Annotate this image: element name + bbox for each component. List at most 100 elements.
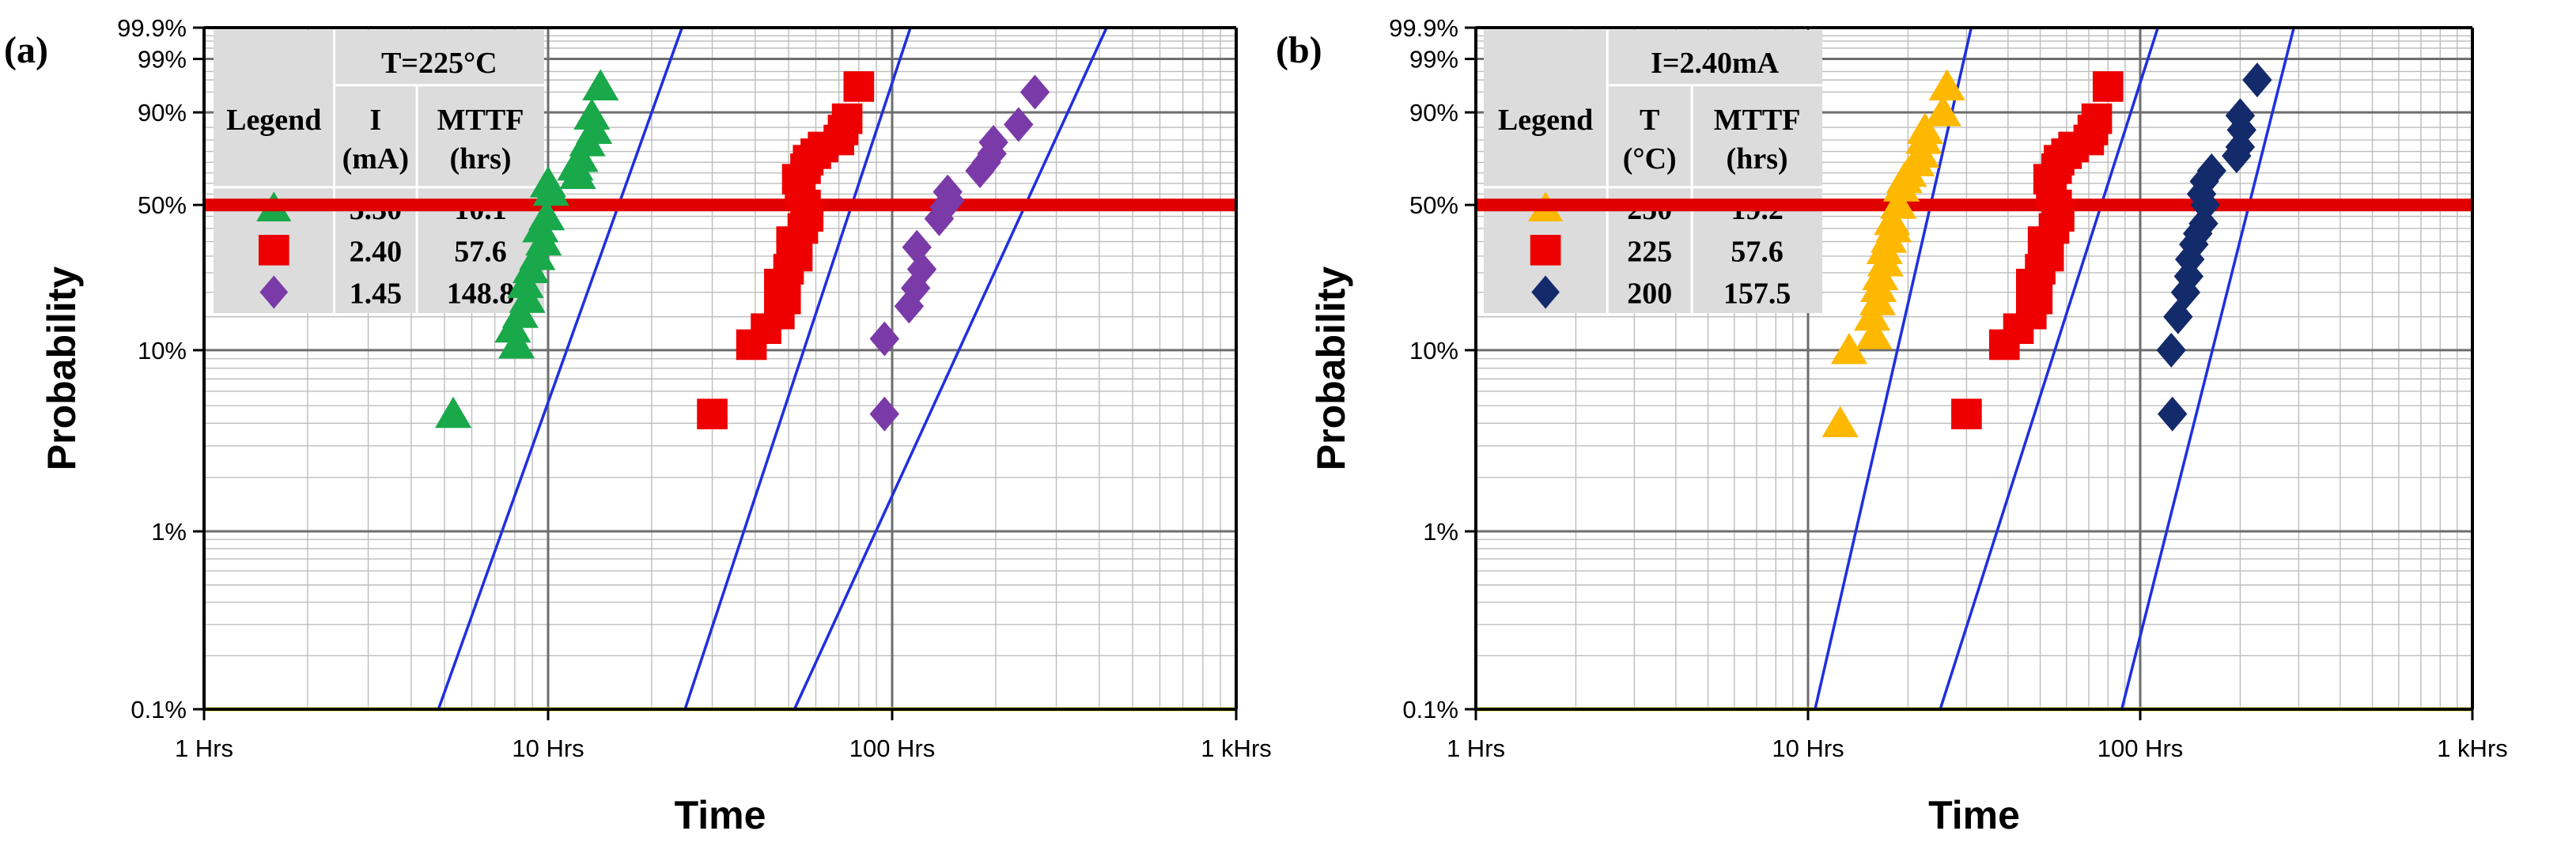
- series-square: [1951, 71, 2124, 429]
- data-point: [498, 327, 535, 359]
- data-point: [843, 71, 875, 102]
- data-point: [1830, 332, 1868, 364]
- x-tick-label: 1 kHrs: [2437, 735, 2508, 762]
- data-point: [2225, 129, 2256, 164]
- series-diamond: [869, 74, 1050, 432]
- legend-col2-unit: (hrs): [449, 142, 511, 176]
- fit-line-triangle: [1814, 27, 1973, 710]
- legend-col1-header: T: [1640, 104, 1659, 137]
- y-tick-label: 10%: [138, 337, 187, 364]
- series-triangle: [434, 69, 619, 429]
- y-axis-label: Probability: [1309, 266, 1353, 471]
- legend-mttf: 157.5: [1723, 277, 1791, 310]
- data-point: [932, 174, 963, 210]
- data-point: [2156, 332, 2186, 368]
- legend-table: I=2.40mALegendT(°C)MTTF(hrs)25019.222557…: [1484, 30, 1822, 313]
- x-tick-label: 1 kHrs: [1201, 735, 1272, 762]
- legend-marker-square: [1530, 235, 1561, 266]
- fit-line-diamond: [792, 27, 1108, 710]
- y-tick-label: 1%: [151, 518, 187, 546]
- x-tick-label: 10 Hrs: [1772, 735, 1844, 762]
- legend-mttf: 57.6: [454, 235, 507, 268]
- data-point: [562, 140, 599, 172]
- y-axis-label: Probability: [40, 266, 84, 471]
- legend-param: 225: [1627, 235, 1672, 268]
- fit-line-triangle: [437, 27, 683, 710]
- legend-col2-unit: (hrs): [1727, 142, 1788, 176]
- legend-marker-diamond: [1531, 275, 1560, 309]
- legend-param: 2.40: [350, 235, 403, 268]
- y-tick-label: 0.1%: [1402, 696, 1458, 723]
- legend-mttf: 148.8: [447, 277, 515, 310]
- y-tick-label: 99.9%: [1389, 14, 1458, 42]
- data-point: [2242, 62, 2272, 98]
- y-tick-label: 99.9%: [117, 14, 187, 42]
- y-tick-label: 99%: [1409, 46, 1458, 74]
- legend-col-legend: Legend: [1498, 104, 1593, 137]
- legend-title: I=2.40mA: [1651, 47, 1780, 80]
- panel-label: (a): [4, 29, 48, 71]
- data-point: [1855, 318, 1893, 349]
- legend-param: 1.45: [350, 277, 403, 310]
- data-point: [869, 396, 900, 432]
- legend-table: T=225°CLegendI(mA)MTTF(hrs)5.3010.12.405…: [214, 30, 544, 313]
- panel-b: I=2.40mALegendT(°C)MTTF(hrs)25019.222557…: [1276, 14, 2508, 837]
- data-point: [573, 98, 611, 130]
- panel-a: T=225°CLegendI(mA)MTTF(hrs)5.3010.12.405…: [4, 14, 1272, 837]
- x-tick-label: 10 Hrs: [512, 735, 584, 762]
- x-axis-label: Time: [1928, 793, 2020, 837]
- x-tick-label: 100 Hrs: [849, 735, 936, 762]
- x-tick-label: 1 Hrs: [1447, 735, 1505, 762]
- legend-col1-unit: (°C): [1623, 142, 1677, 176]
- panel-label: (b): [1276, 29, 1322, 71]
- data-point: [1874, 203, 1911, 236]
- data-point: [434, 396, 472, 429]
- y-tick-label: 50%: [138, 191, 187, 219]
- legend-marker-square: [258, 235, 289, 266]
- data-point: [1924, 95, 1961, 127]
- series-square: [697, 71, 875, 429]
- data-point: [1928, 69, 1965, 101]
- legend-col1-header: I: [369, 104, 381, 137]
- data-point: [978, 125, 1008, 161]
- data-point: [2225, 98, 2256, 134]
- y-tick-label: 1%: [1423, 518, 1458, 546]
- data-point: [529, 165, 567, 198]
- y-tick-label: 0.1%: [131, 696, 187, 723]
- legend-param: 200: [1627, 277, 1672, 310]
- x-tick-label: 100 Hrs: [2097, 735, 2184, 762]
- data-point: [1821, 406, 1859, 437]
- data-point: [1906, 112, 1944, 144]
- legend-title: T=225°C: [381, 47, 497, 80]
- legend-col-legend: Legend: [226, 104, 321, 137]
- legend-background: [214, 30, 544, 313]
- y-tick-label: 50%: [1409, 191, 1458, 219]
- data-point: [902, 229, 932, 265]
- data-point: [1019, 74, 1050, 110]
- data-point: [831, 103, 863, 134]
- x-axis-label: Time: [675, 793, 766, 837]
- legend-col2-header: MTTF: [437, 104, 524, 137]
- data-point: [924, 201, 955, 236]
- data-point: [1951, 398, 1982, 429]
- data-point: [1004, 107, 1034, 142]
- y-tick-label: 10%: [1409, 337, 1458, 364]
- legend-mttf: 57.6: [1731, 235, 1784, 268]
- data-point: [2196, 153, 2226, 189]
- data-point: [894, 289, 925, 324]
- fit-line-diamond: [2120, 27, 2295, 710]
- x-tick-label: 1 Hrs: [175, 735, 233, 762]
- data-point: [2189, 164, 2219, 199]
- data-point: [697, 398, 728, 429]
- fit-line-square: [683, 27, 912, 710]
- legend-background: [1484, 30, 1822, 313]
- data-point: [1880, 187, 1917, 219]
- legend-marker-diamond: [259, 275, 289, 309]
- data-point: [2081, 103, 2113, 134]
- y-tick-label: 99%: [138, 46, 187, 74]
- legend-col2-header: MTTF: [1714, 104, 1801, 137]
- data-point: [2092, 71, 2124, 102]
- series-diamond: [2156, 62, 2272, 432]
- series-triangle: [1821, 69, 1965, 437]
